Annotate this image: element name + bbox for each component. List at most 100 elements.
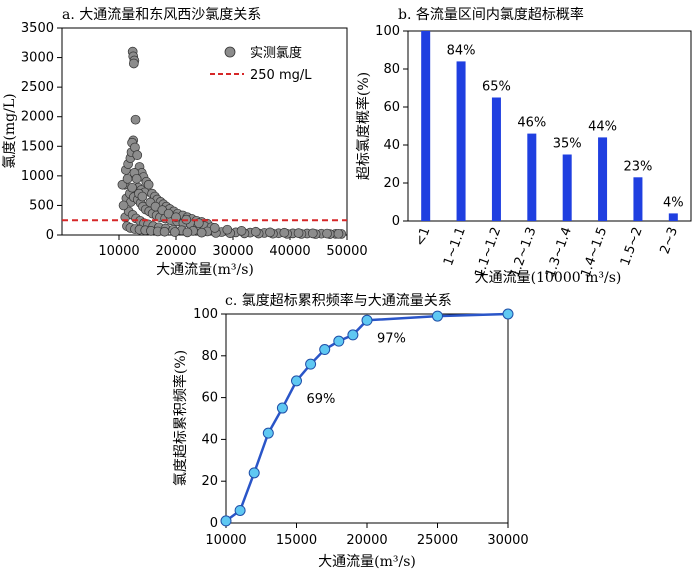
scatter-point	[159, 226, 170, 237]
y-tick-label: 40	[201, 432, 218, 447]
y-tick-label: 100	[375, 24, 400, 39]
x-tick-label: 15000	[276, 533, 317, 548]
x-tick-label: 25000	[417, 533, 458, 548]
line-marker	[248, 467, 260, 479]
bar-value-label: 84%	[447, 43, 476, 58]
scatter-point	[143, 179, 154, 190]
panel-a-x-axis: 10000 20000 30000 40000 50000	[98, 235, 368, 259]
legend-label-threshold: 250 mg/L	[250, 68, 312, 83]
scatter-point	[130, 114, 141, 125]
panel-a-y-axis: 0 500 1000 1500 2000 2500 3000 3500	[21, 21, 62, 243]
panel-b-bars: 84% 65% 46% 35% 44% 23% 4%	[421, 31, 684, 222]
y-tick-label: 1500	[21, 139, 54, 154]
panel-a-y-label: 氯度(mg/L)	[2, 93, 18, 168]
y-tick-label: 0	[46, 228, 54, 243]
scatter-point	[132, 150, 143, 161]
x-tick-label: 10000	[205, 533, 246, 548]
panel-a-x-label: 大通流量(m³/s)	[156, 262, 254, 278]
panel-a-plot-frame	[61, 27, 348, 236]
bar-value-label: 65%	[482, 80, 511, 95]
panel-b-y-axis: 0 20 40 60 80 100	[375, 24, 408, 229]
bar	[598, 137, 608, 221]
y-tick-label: 60	[201, 391, 218, 406]
scatter-point	[279, 227, 290, 238]
cumulative-frequency-line	[225, 312, 509, 522]
scatter-point	[333, 228, 344, 239]
panel-c-x-label: 大通流量(m³/s)	[318, 554, 416, 570]
legend-label-measured: 实测氯度	[250, 45, 302, 61]
panel-c-title: c. 氯度超标累积频率与大通流量关系	[225, 292, 452, 309]
legend-marker-measured	[224, 46, 236, 58]
x-tick-label: 30000	[487, 533, 528, 548]
bar	[633, 177, 643, 221]
line-marker	[319, 344, 331, 356]
x-category-label: <1	[413, 225, 434, 248]
scatter-point	[307, 228, 318, 239]
y-tick-label: 0	[210, 516, 218, 531]
x-tick-label: 20000	[346, 533, 387, 548]
line-marker	[262, 427, 274, 439]
panel-a: a. 大通流量和东风西沙氯度关系 0 500 1000 1500 2000 2500 300…	[2, 7, 368, 278]
y-tick-label: 500	[29, 198, 54, 213]
panel-b-plot-frame	[407, 30, 692, 222]
y-tick-label: 1000	[21, 169, 54, 184]
line-marker	[347, 329, 359, 341]
y-tick-label: 20	[383, 176, 400, 191]
x-category-label: 1~1.1	[441, 225, 469, 268]
scatter-point	[322, 228, 332, 239]
x-tick-label: 50000	[326, 244, 367, 259]
scatter-point	[127, 182, 137, 193]
panel-c-markers	[220, 308, 514, 527]
scatter-point	[131, 173, 142, 184]
y-tick-label: 100	[193, 307, 218, 322]
scatter-point	[196, 227, 207, 238]
y-tick-label: 20	[201, 474, 218, 489]
scatter-point	[293, 228, 304, 238]
line-marker	[234, 504, 246, 516]
scatter-point	[222, 224, 233, 235]
bar-value-label: 44%	[588, 119, 617, 134]
line-marker	[502, 308, 514, 320]
line-marker	[333, 335, 345, 347]
y-tick-label: 0	[392, 214, 400, 229]
bar	[456, 61, 466, 222]
panel-c-plot-frame	[225, 313, 509, 524]
bar	[421, 31, 431, 221]
bar	[491, 97, 501, 221]
scatter-point	[170, 227, 180, 237]
scatter-point	[118, 200, 129, 211]
scatter-point	[236, 226, 247, 236]
x-tick-label: 20000	[155, 244, 196, 259]
scatter-point	[250, 226, 261, 237]
bar-value-label: 23%	[623, 159, 652, 174]
scatter-point	[265, 227, 275, 238]
x-tick-label: 10000	[98, 244, 139, 259]
y-tick-label: 3500	[21, 21, 54, 36]
panel-b-y-label: 超标氯度概率(%)	[355, 72, 372, 180]
panel-c-annotations: 69% 97%	[307, 331, 406, 407]
line-marker	[276, 402, 288, 414]
annotation-label: 69%	[307, 392, 336, 407]
panel-c-y-axis: 0 20 40 60 80 100	[193, 307, 226, 531]
panel-a-scatter-points	[117, 46, 347, 239]
bar-value-label: 4%	[663, 195, 684, 210]
scatter-point	[182, 227, 193, 238]
bar-value-label: 35%	[553, 137, 582, 152]
bar	[668, 213, 678, 221]
scatter-point	[137, 191, 148, 202]
panel-b: b. 各流量区间内氯度超标概率 0 20 40 60 80 100 84% 65% 46% 35…	[355, 6, 692, 286]
x-tick-label: 30000	[212, 244, 253, 259]
x-category-label: 1.5~2	[618, 225, 646, 268]
bar	[562, 154, 572, 221]
panel-a-legend: 实测氯度 250 mg/L	[210, 45, 312, 83]
y-tick-label: 2500	[21, 80, 54, 95]
panel-b-title: b. 各流量区间内氯度超标概率	[398, 6, 584, 23]
line-marker	[291, 375, 302, 387]
y-tick-label: 80	[383, 62, 400, 77]
line-marker	[220, 515, 232, 527]
scatter-point	[209, 223, 220, 233]
bar-value-label: 46%	[517, 116, 546, 131]
x-tick-label: 40000	[269, 244, 310, 259]
panel-c-x-axis: 10000 15000 20000 25000 30000	[205, 523, 529, 548]
